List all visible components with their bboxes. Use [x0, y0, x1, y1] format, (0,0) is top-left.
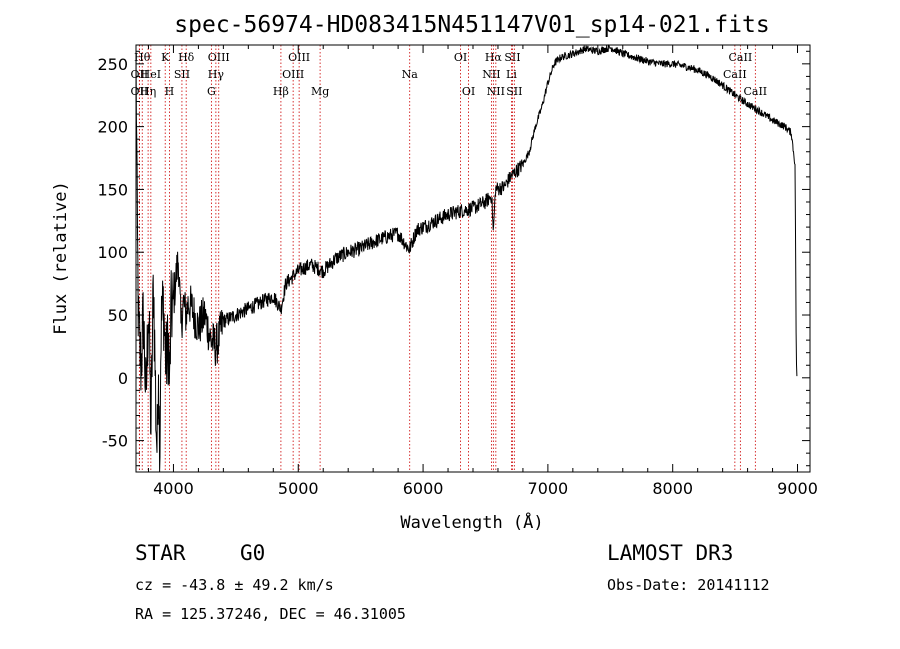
- x-tick-label: 6000: [403, 479, 444, 498]
- x-tick-label: 9000: [777, 479, 818, 498]
- line-marker-label: Hγ: [208, 68, 225, 81]
- line-marker-label: OIII: [208, 51, 230, 64]
- line-marker-label: Hθ: [134, 51, 151, 64]
- line-marker-label: Mg: [311, 85, 329, 98]
- line-marker-label: NII: [487, 85, 505, 98]
- coordinates: RA = 125.37246, DEC = 46.31005: [135, 605, 406, 623]
- line-marker-label: H: [165, 85, 175, 98]
- line-marker-label: Hη: [140, 85, 156, 98]
- chart-title: spec-56974-HD083415N451147V01_sp14-021.f…: [174, 12, 769, 38]
- line-marker-label: G: [207, 85, 216, 98]
- x-tick-label: 5000: [278, 479, 319, 498]
- survey-name: LAMOST DR3: [607, 541, 733, 565]
- y-tick-label: 0: [118, 369, 128, 388]
- object-class: STAR: [135, 541, 186, 565]
- y-tick-label: 200: [97, 118, 128, 137]
- line-marker-label: Na: [402, 68, 419, 81]
- line-marker-label: K: [161, 51, 170, 64]
- line-marker-label: SII: [506, 85, 522, 98]
- line-marker-label: Hδ: [178, 51, 195, 64]
- line-marker-label: Li: [506, 68, 517, 81]
- line-marker-label: OIII: [282, 68, 304, 81]
- y-tick-label: 50: [108, 306, 128, 325]
- x-tick-label: 7000: [528, 479, 569, 498]
- line-marker-label: OI: [454, 51, 467, 64]
- line-marker-label: HeI: [141, 68, 161, 81]
- x-tick-label: 4000: [153, 479, 194, 498]
- line-marker-label: Hα: [485, 51, 503, 64]
- spectrum-series: [135, 44, 798, 473]
- axis-ticks: 4000 5000 6000 7000 8000 9000 -50 0 50 100 150 200 2…: [97, 45, 818, 498]
- y-tick-label: 100: [97, 243, 128, 262]
- line-marker-label: SII: [504, 51, 520, 64]
- y-tick-label: 250: [97, 55, 128, 74]
- y-tick-label: -50: [102, 432, 128, 451]
- line-marker-label: Hβ: [273, 85, 289, 98]
- line-marker-label: SII: [174, 68, 190, 81]
- line-marker-label: OI: [462, 85, 475, 98]
- line-marker-label: OIII: [288, 51, 310, 64]
- redshift-velocity: cz = -43.8 ± 49.2 km/s: [135, 576, 334, 594]
- y-axis-label: Flux (relative): [51, 181, 71, 335]
- object-subclass: G0: [240, 541, 265, 565]
- observation-date: Obs-Date: 20141112: [607, 576, 770, 594]
- plot-frame: [135, 44, 811, 473]
- line-marker-label: CaII: [723, 68, 747, 81]
- spectrum-line: [135, 44, 798, 473]
- line-marker-label: CaII: [729, 51, 753, 64]
- line-marker-label: CaII: [743, 85, 767, 98]
- y-tick-label: 150: [97, 180, 128, 199]
- x-axis-label: Wavelength (Å): [400, 511, 543, 533]
- x-tick-label: 8000: [652, 479, 693, 498]
- line-marker-label: OII: [131, 85, 149, 98]
- line-marker-label: NII: [482, 68, 500, 81]
